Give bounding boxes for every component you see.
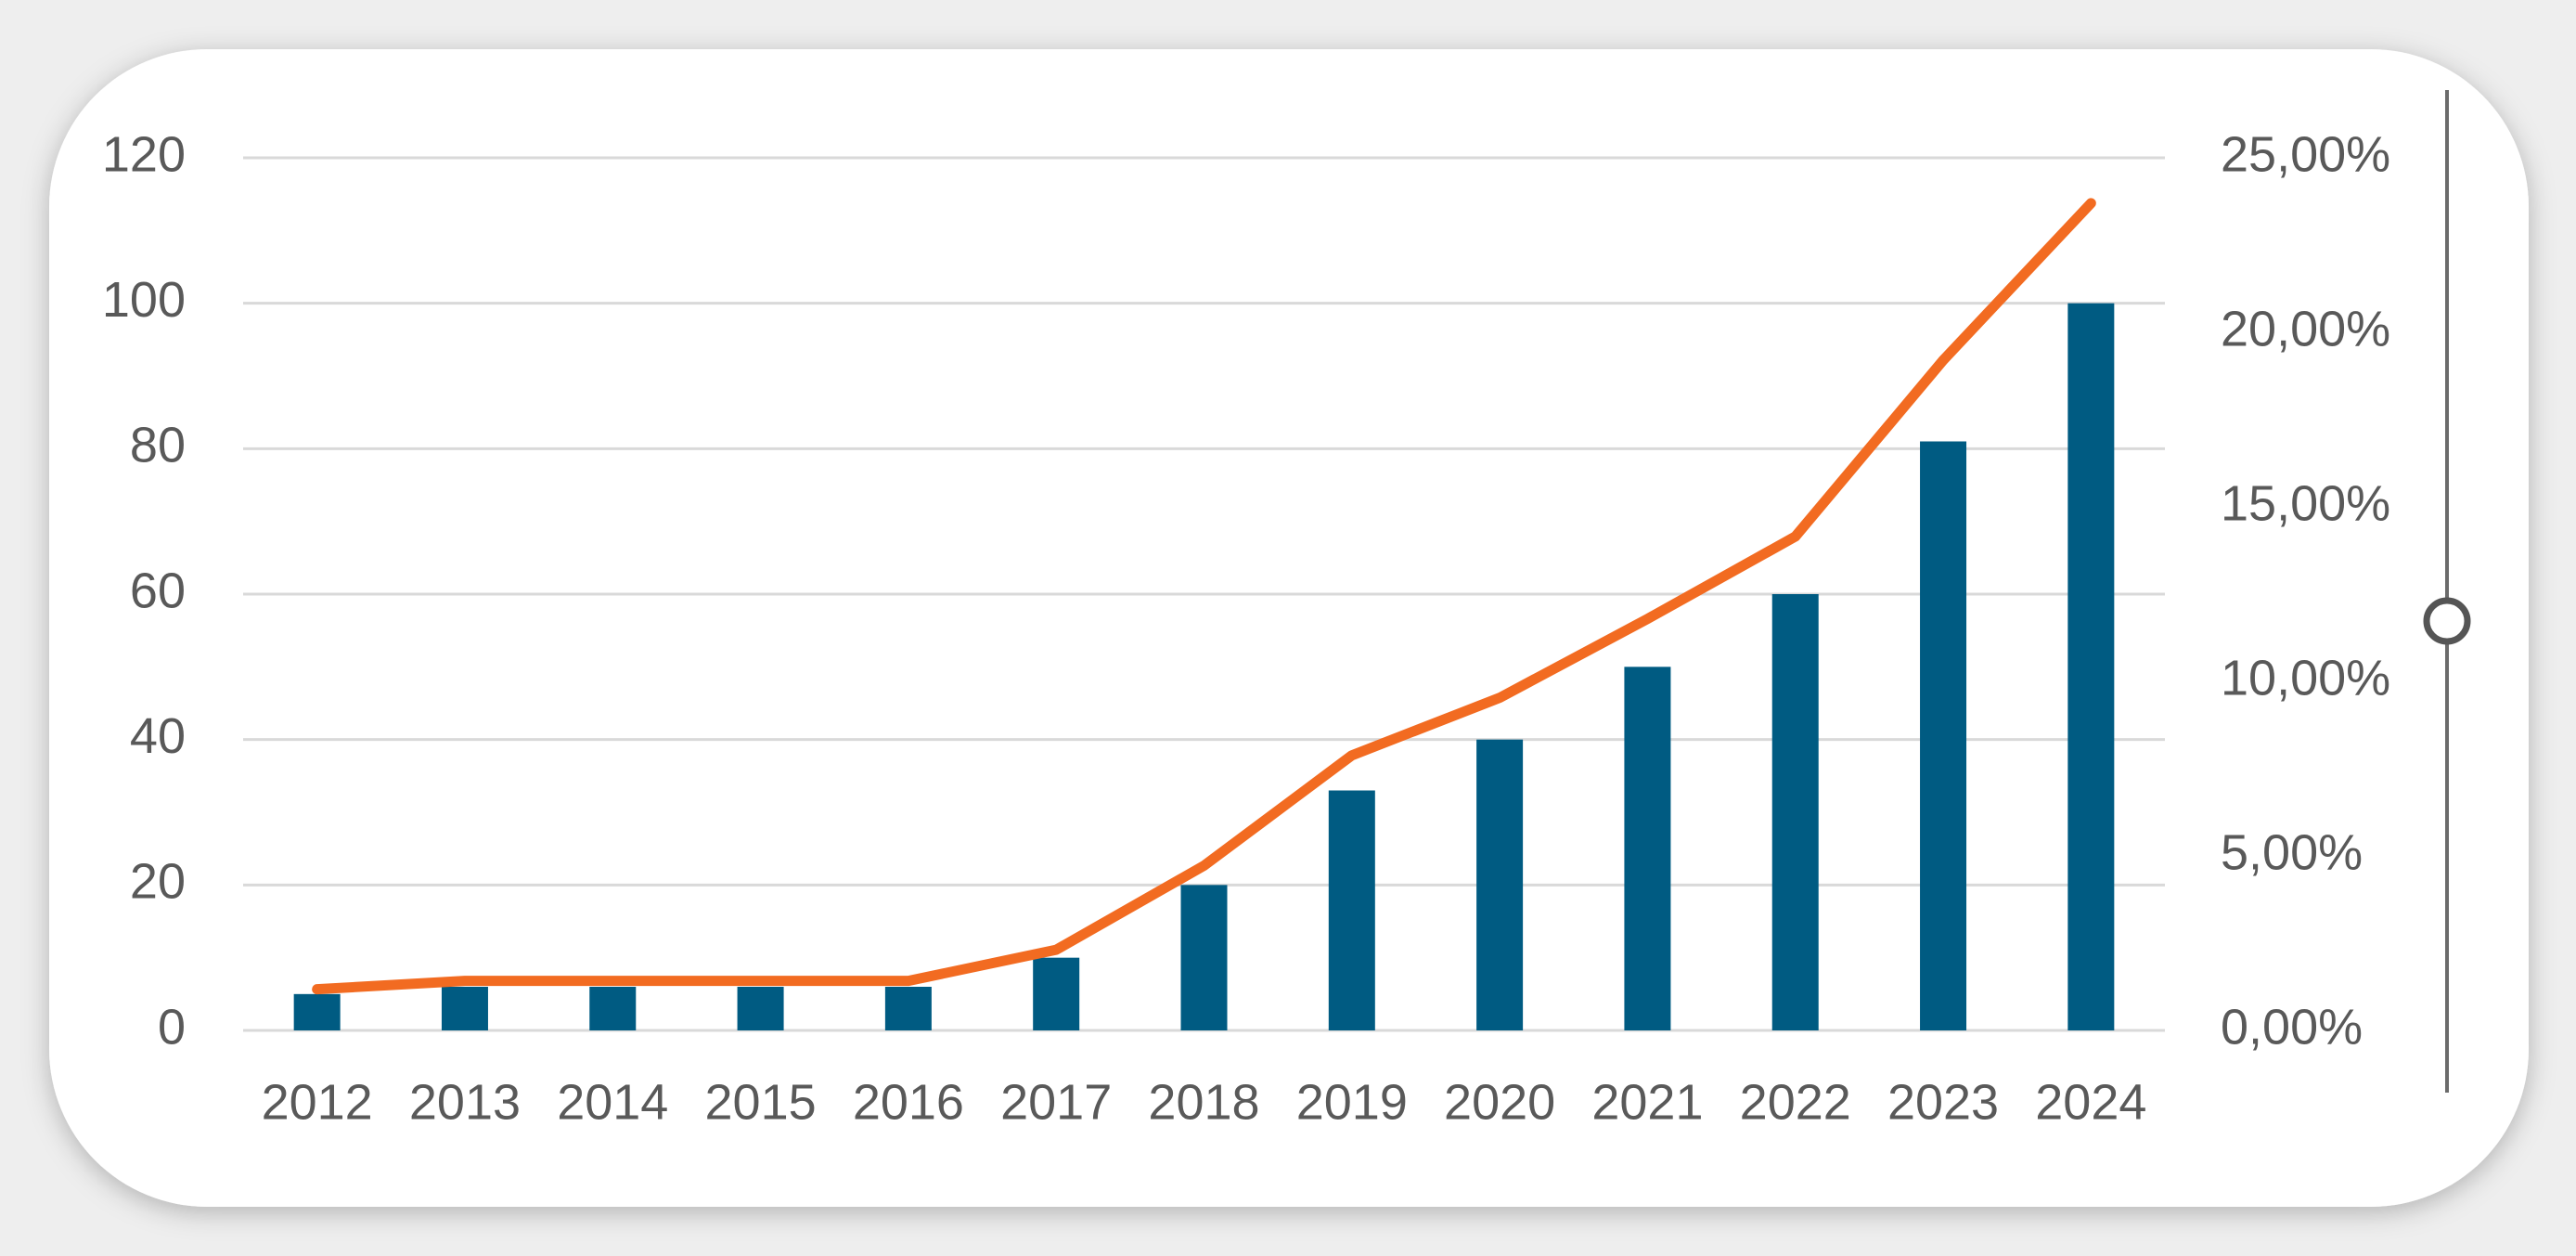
y2-tick-label: 0,00% (2221, 999, 2363, 1055)
x-tick-label: 2018 (1148, 1074, 1259, 1130)
card (49, 49, 2529, 1207)
y-tick-label: 60 (130, 563, 186, 618)
x-tick-label: 2024 (2035, 1074, 2146, 1130)
x-tick-label: 2017 (1000, 1074, 1112, 1130)
x-tick-label: 2014 (557, 1074, 668, 1130)
bar (1180, 885, 1228, 1030)
x-tick-label: 2019 (1296, 1074, 1408, 1130)
y2-tick-label: 15,00% (2221, 475, 2390, 531)
bar (1476, 739, 1524, 1030)
bar (737, 987, 784, 1030)
y-tick-label: 120 (102, 126, 186, 182)
bar (1033, 957, 1080, 1030)
bar (589, 987, 637, 1030)
x-tick-label: 2013 (409, 1074, 521, 1130)
y-tick-label: 40 (130, 708, 186, 764)
bar (1328, 790, 1375, 1030)
bar (1624, 667, 1671, 1030)
y2-tick-label: 10,00% (2221, 650, 2390, 706)
y2-tick-label: 20,00% (2221, 301, 2390, 356)
line (312, 198, 2096, 995)
bar (2067, 303, 2115, 1031)
bar (1920, 441, 1967, 1030)
x-tick-label: 2021 (1591, 1074, 1703, 1130)
bar (441, 987, 488, 1030)
x-tick-label: 2012 (262, 1074, 373, 1130)
x-tick-label: 2020 (1444, 1074, 1555, 1130)
y2-tick-label: 25,00% (2221, 126, 2390, 182)
y-tick-label: 20 (130, 854, 186, 910)
bar (884, 987, 932, 1030)
y-tick-label: 80 (130, 418, 186, 473)
x-tick-label: 2023 (1887, 1074, 1999, 1130)
y-tick-label: 100 (102, 272, 186, 328)
y2-tick-label: 5,00% (2221, 824, 2363, 880)
slider-handle[interactable] (2423, 597, 2471, 645)
y-tick-label: 0 (158, 999, 186, 1055)
bar (1771, 594, 1819, 1030)
x-tick-label: 2016 (853, 1074, 964, 1130)
x-tick-label: 2022 (1740, 1074, 1851, 1130)
bar (293, 993, 341, 1030)
x-tick-label: 2015 (705, 1074, 817, 1130)
